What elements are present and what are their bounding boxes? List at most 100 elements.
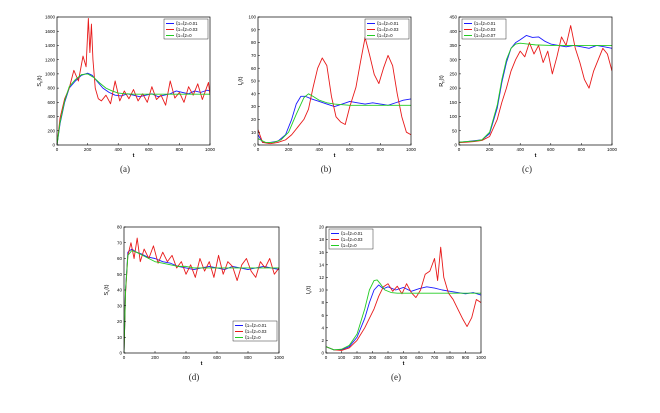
chart-c: 0 200 400 600 800 1000 0 50 100 150 200 250 300 350 40…: [439, 15, 618, 174]
y-tick-label-e: 10: [319, 288, 325, 293]
y-tick-label-e: 6: [321, 313, 324, 318]
x-tick-label-c: 200: [486, 147, 494, 152]
x-tick-label-e: 600: [415, 355, 423, 360]
legend-label-e-2: ξ1=ξ2=0: [341, 243, 357, 248]
series-line-a-2: [57, 73, 210, 145]
x-tick-label-d: 1000: [274, 355, 285, 360]
y-tick-label-d: 80: [117, 225, 123, 230]
legend-label-a-2: ξ1=ξ2=0: [176, 33, 192, 38]
x-axis-label-d: t: [201, 361, 203, 367]
y-tick-label-e: 20: [319, 225, 325, 230]
x-tick-label-d: 600: [213, 355, 221, 360]
series-line-c-2: [459, 42, 612, 143]
panel-caption-b: (b): [321, 164, 332, 174]
x-tick-label-e: 200: [353, 355, 361, 360]
x-tick-label-e: 100: [338, 355, 346, 360]
x-tick-label-e: 300: [369, 355, 377, 360]
x-tick-label-a: 200: [84, 147, 92, 152]
x-axis-label-a: t: [133, 153, 135, 159]
y-axis-label-e: Iv(t): [306, 285, 313, 294]
series-line-b-2: [258, 93, 411, 143]
y-tick-label-c: 250: [449, 71, 457, 76]
x-tick-label-e: 700: [431, 355, 439, 360]
y-tick-label-b: 20: [251, 117, 257, 122]
panel-caption-c: (c): [522, 164, 532, 174]
legend-box-c: [461, 18, 507, 40]
legend-label-e-1: ξ1=ξ2=0.03: [341, 237, 363, 242]
series-line-b-0: [258, 95, 411, 143]
y-tick-label-c: 100: [449, 114, 457, 119]
series-line-c-1: [459, 25, 612, 144]
y-tick-label-a: 400: [47, 114, 55, 119]
y-tick-label-c: 50: [452, 128, 458, 133]
y-axis-label-c: Rh(t): [439, 75, 446, 87]
x-tick-label-e: 1000: [476, 355, 487, 360]
x-tick-label-e: 400: [384, 355, 392, 360]
y-tick-label-d: 10: [117, 335, 123, 340]
x-axis-label-e: t: [403, 361, 405, 367]
y-tick-label-c: 350: [449, 43, 457, 48]
y-tick-label-e: 2: [321, 338, 324, 343]
series-line-c-0: [459, 35, 612, 143]
legend-label-c-1: ξ1=ξ2=0.03: [474, 27, 496, 32]
y-tick-label-a: 1600: [45, 29, 56, 34]
series-line-e-1: [326, 246, 481, 351]
y-axis-label-d: Sv(t): [104, 284, 111, 295]
y-tick-label-b: 80: [251, 40, 257, 45]
x-tick-label-b: 1000: [406, 147, 417, 152]
legend-label-c-2: ξ1=ξ2=0.07: [474, 33, 496, 38]
y-tick-label-b: 100: [248, 15, 256, 20]
legend-label-b-2: ξ1=ξ2=0: [377, 33, 393, 38]
x-axis-label-b: t: [334, 153, 336, 159]
x-tick-label-d: 400: [182, 355, 190, 360]
x-tick-label-c: 800: [578, 147, 586, 152]
legend-label-d-0: ξ1=ξ2=0.01: [245, 323, 267, 328]
x-tick-label-c: 0: [458, 147, 461, 152]
x-axis-label-c: t: [535, 153, 537, 159]
x-tick-label-a: 0: [56, 147, 59, 152]
y-tick-label-d: 60: [117, 256, 123, 261]
y-tick-label-c: 300: [449, 57, 457, 62]
x-tick-label-a: 1000: [205, 147, 216, 152]
x-tick-label-e: 800: [446, 355, 454, 360]
x-tick-label-a: 400: [114, 147, 122, 152]
series-line-e-2: [326, 279, 481, 351]
y-tick-label-d: 20: [117, 319, 123, 324]
y-tick-label-a: 200: [47, 128, 55, 133]
legend-box-a: [163, 18, 209, 40]
y-tick-label-a: 1800: [45, 15, 56, 20]
plot-frame-a: [56, 16, 211, 146]
series-line-b-1: [258, 37, 411, 145]
series-line-d-2: [124, 250, 279, 353]
y-tick-label-d: 30: [117, 303, 123, 308]
y-axis-label-a: Sh(t): [37, 75, 44, 86]
legend-label-b-0: ξ1=ξ2=0.01: [377, 21, 399, 26]
y-tick-label-a: 600: [47, 100, 55, 105]
y-tick-label-a: 1000: [45, 71, 56, 76]
y-tick-label-a: 1200: [45, 57, 56, 62]
series-line-d-1: [124, 237, 279, 353]
y-tick-label-b: 10: [251, 130, 257, 135]
chart-e: 0 100 200 300 400 500 600 700 800 900 1000 0 2 4 6 8 10 1…: [306, 225, 487, 382]
y-tick-label-c: 150: [449, 100, 457, 105]
y-tick-label-b: 50: [251, 79, 257, 84]
legend-label-a-1: ξ1=ξ2=0.03: [176, 27, 198, 32]
x-tick-label-e: 500: [400, 355, 408, 360]
x-tick-label-d: 200: [151, 355, 159, 360]
x-tick-label-e: 900: [462, 355, 470, 360]
x-tick-label-c: 400: [516, 147, 524, 152]
y-tick-label-c: 0: [454, 143, 457, 148]
x-tick-label-a: 600: [145, 147, 153, 152]
y-axis-label-b: Ih(t): [238, 76, 245, 85]
x-tick-label-b: 0: [257, 147, 260, 152]
y-tick-label-e: 4: [321, 325, 324, 330]
chart-a: 0 200 400 600 800 1000 0 200 400 600 800 1000 1200 14…: [37, 15, 216, 174]
y-tick-label-a: 800: [47, 86, 55, 91]
panel-caption-e: (e): [391, 372, 401, 382]
legend-label-a-0: ξ1=ξ2=0.01: [176, 21, 198, 26]
x-tick-label-c: 600: [547, 147, 555, 152]
y-tick-label-d: 70: [117, 240, 123, 245]
y-tick-label-d: 0: [119, 351, 122, 356]
legend-label-d-2: ξ1=ξ2=0: [245, 335, 261, 340]
